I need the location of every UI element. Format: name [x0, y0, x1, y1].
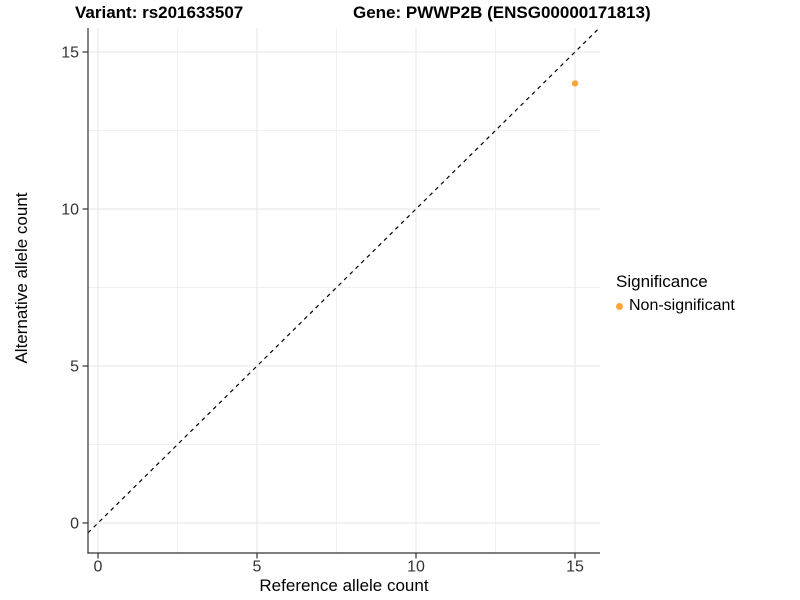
variant-title: Variant: rs201633507 [75, 3, 244, 22]
x-tick-label: 5 [253, 559, 262, 576]
data-point [571, 80, 579, 87]
x-tick-label: 0 [94, 559, 103, 576]
legend-item-non-significant: Non-significant [616, 296, 735, 316]
legend-point-marker [616, 302, 623, 310]
y-tick-label: 0 [70, 516, 79, 533]
y-axis-label: Alternative allele count [12, 192, 31, 364]
x-tick-label: 10 [407, 559, 425, 576]
legend-title: Significance [616, 272, 708, 291]
x-tick-label: 15 [566, 559, 584, 576]
legend: Significance Non-significant [616, 272, 735, 316]
identity-dashed-line [87, 27, 600, 534]
y-tick-label: 15 [61, 45, 79, 62]
y-tick-label: 10 [61, 202, 79, 219]
gene-title: Gene: PWWP2B (ENSG00000171813) [353, 3, 651, 22]
y-tick-label: 5 [70, 359, 79, 376]
legend-item-label: Non-significant [629, 297, 735, 314]
x-axis-label: Reference allele count [259, 576, 429, 595]
